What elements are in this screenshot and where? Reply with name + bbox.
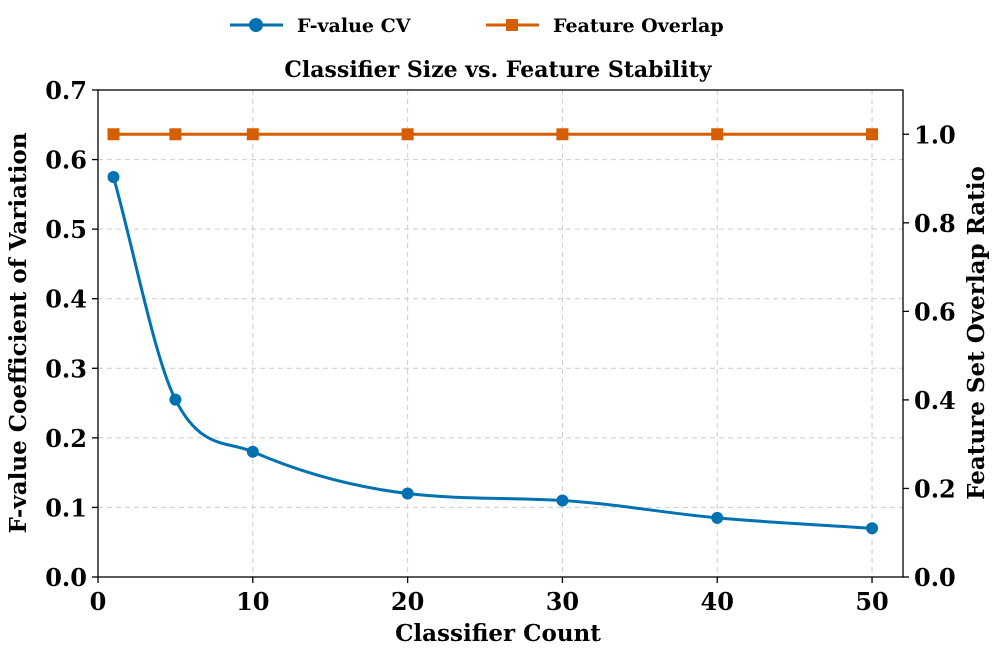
y-right-tick-label: 0.8 <box>914 209 956 238</box>
y-left-tick-label: 0.6 <box>45 146 87 175</box>
chart-title: Classifier Size vs. Feature Stability <box>284 57 712 83</box>
data-point-f-value-cv <box>169 393 182 406</box>
data-point-feature-overlap <box>246 128 259 141</box>
y-left-tick-label: 0.0 <box>45 563 87 592</box>
y-right-axis-label: Feature Set Overlap Ratio <box>963 166 990 500</box>
y-left-tick-label: 0.1 <box>45 493 87 522</box>
legend-marker-feature-overlap <box>506 19 518 31</box>
y-left-tick-label: 0.2 <box>45 424 87 453</box>
legend: F-value CV Feature Overlap <box>230 15 724 37</box>
y-right-tick-label: 1.0 <box>914 120 956 149</box>
x-tick-label: 0 <box>90 587 107 616</box>
data-point-f-value-cv <box>246 445 259 458</box>
data-point-feature-overlap <box>107 128 120 141</box>
legend-label-feature-overlap: Feature Overlap <box>553 15 724 37</box>
plot-frame <box>97 89 904 578</box>
x-tick-label: 10 <box>236 587 269 616</box>
y-left-tick-label: 0.5 <box>45 215 87 244</box>
y-right-tick-label: 0.4 <box>914 386 956 415</box>
y-left-axis-label: F-value Coefficient of Variation <box>5 132 32 533</box>
series-line-f-value-cv <box>111 175 874 530</box>
legend-label-fvalue-cv: F-value CV <box>297 15 412 37</box>
legend-marker-fvalue-cv <box>249 18 263 32</box>
data-point-f-value-cv <box>711 511 724 524</box>
grid <box>97 89 903 578</box>
data-point-f-value-cv <box>401 487 414 500</box>
data-point-feature-overlap <box>556 128 569 141</box>
y-right-tick-label: 0.2 <box>914 474 956 503</box>
x-axis-label: Classifier Count <box>395 620 601 647</box>
data-point-feature-overlap <box>401 128 414 141</box>
data-point-f-value-cv <box>556 494 569 507</box>
series-layer <box>107 128 879 535</box>
x-tick-label: 20 <box>391 587 424 616</box>
x-tick-label: 30 <box>546 587 579 616</box>
y-right-tick-label: 0.6 <box>914 297 956 326</box>
x-tick-label: 50 <box>855 587 888 616</box>
y-right-tick-label: 0.0 <box>914 563 956 592</box>
data-point-feature-overlap <box>169 128 182 141</box>
data-point-f-value-cv <box>866 522 879 535</box>
data-point-feature-overlap <box>866 128 879 141</box>
data-point-f-value-cv <box>107 170 120 183</box>
data-point-feature-overlap <box>711 128 724 141</box>
y-left-tick-label: 0.7 <box>45 76 87 105</box>
y-left-tick-label: 0.3 <box>45 354 87 383</box>
y-left-tick-label: 0.4 <box>45 285 87 314</box>
ticks: 0 10 20 30 40 50 0.0 0.1 0.2 0.3 0.4 0.5 0.6 0.7 0.0 0.… <box>45 76 956 616</box>
x-tick-label: 40 <box>701 587 734 616</box>
